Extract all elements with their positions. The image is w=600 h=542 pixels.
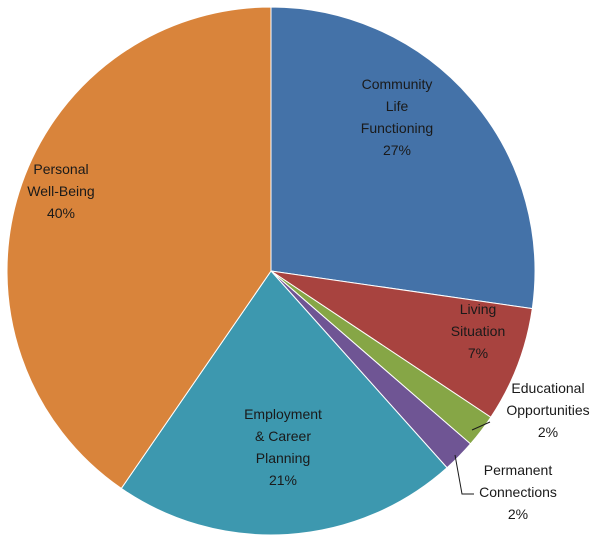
slice-name-line: Life	[386, 98, 409, 114]
pie-slice-employment-career-planning	[120, 270, 448, 536]
leader-line-educational-opportunities	[471, 421, 491, 431]
slice-name-line: Educational	[511, 380, 584, 396]
slice-value-label: 2%	[508, 506, 528, 522]
slice-label-permanent-connections: Permanent Connections 2%	[479, 462, 557, 522]
slice-name-line: Community	[362, 76, 433, 92]
leader-lines	[454, 421, 491, 495]
slice-name-line: Situation	[451, 323, 505, 339]
pie-slice-community-life-functioning	[270, 6, 536, 310]
slice-value-label: 21%	[269, 472, 297, 488]
leader-line-permanent-connections	[454, 454, 474, 495]
slice-name-line: & Career	[255, 428, 311, 444]
slice-name-line: Opportunities	[506, 402, 589, 418]
slice-label-community-life-functioning: Community Life Functioning 27%	[361, 76, 433, 158]
slice-name-line: Planning	[256, 450, 311, 466]
slice-value-label: 40%	[47, 205, 75, 221]
slice-value-label: 7%	[468, 345, 488, 361]
slice-value-label: 27%	[383, 142, 411, 158]
slice-value-label: 2%	[538, 424, 558, 440]
slice-name-line: Permanent	[484, 462, 553, 478]
slice-name-line: Connections	[479, 484, 557, 500]
pie-slice-living-situation	[270, 270, 533, 418]
slice-name-line: Functioning	[361, 120, 433, 136]
slice-label-employment-career-planning: Employment & Career Planning 21%	[244, 406, 322, 488]
slice-labels: Community Life Functioning 27% Living Situati…	[27, 76, 589, 522]
slice-name-line: Living	[460, 301, 497, 317]
pie-slices	[6, 6, 536, 536]
slice-name-line: Well-Being	[27, 183, 94, 199]
slice-label-personal-well-being: Personal Well-Being 40%	[27, 161, 94, 221]
slice-name-line: Employment	[244, 406, 322, 422]
slice-label-educational-opportunities: Educational Opportunities 2%	[506, 380, 589, 440]
slice-name-line: Personal	[33, 161, 88, 177]
slice-label-living-situation: Living Situation 7%	[451, 301, 505, 361]
pie-slice-personal-well-being	[6, 6, 272, 490]
